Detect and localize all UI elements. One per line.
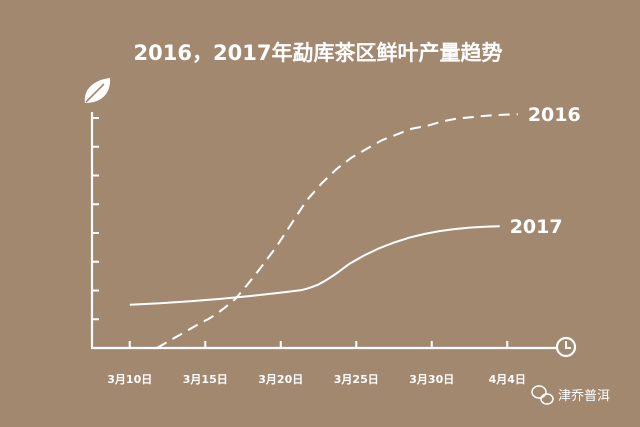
x-tick-label: 3月15日 — [183, 373, 228, 386]
x-tick-label: 4月4日 — [489, 373, 526, 386]
x-axis-ticks — [128, 341, 509, 348]
wechat-icon — [531, 385, 554, 405]
series-label-2017: 2017 — [510, 216, 563, 238]
series-lines — [129, 113, 518, 349]
watermark-text: 津乔普洱 — [558, 389, 610, 404]
series-line-2017 — [129, 225, 500, 306]
watermark: 津乔普洱 — [531, 385, 610, 405]
x-axis-tick-labels: 3月10日 3月15日 3月20日 3月25日 3月30日 4月4日 — [107, 373, 526, 386]
series-labels: 2016 2017 — [510, 104, 581, 238]
x-tick-label: 3月20日 — [258, 373, 303, 386]
y-axis-ticks — [92, 117, 99, 321]
clock-icon — [555, 336, 577, 358]
x-tick-label: 3月25日 — [334, 373, 379, 386]
series-label-2016: 2016 — [528, 104, 581, 126]
x-tick-label: 3月30日 — [409, 373, 454, 386]
series-line-2016 — [156, 113, 518, 349]
leaf-icon — [84, 78, 111, 103]
x-tick-label: 3月10日 — [107, 373, 152, 386]
chart-title: 2016，2017年勐库茶区鲜叶产量趋势 — [134, 41, 503, 65]
